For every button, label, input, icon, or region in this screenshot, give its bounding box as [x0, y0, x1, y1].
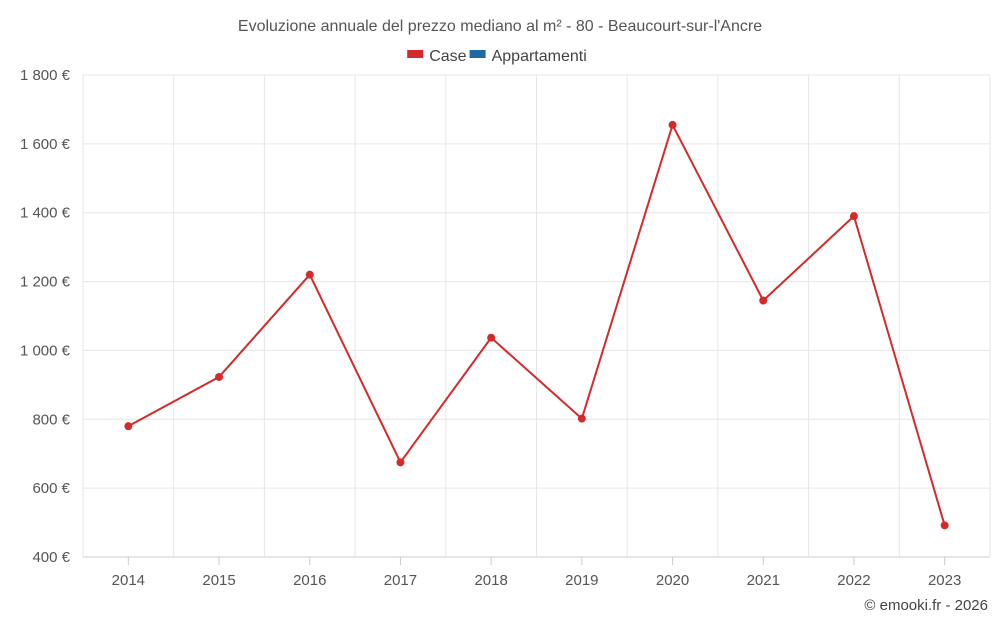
legend-label: Case [429, 48, 466, 65]
y-tick-label: 800 € [32, 411, 70, 428]
y-tick-label: 1 400 € [20, 205, 71, 222]
data-point [668, 120, 677, 129]
x-tick-label: 2022 [837, 572, 870, 589]
data-point [396, 458, 405, 467]
chart-title: Evoluzione annuale del prezzo mediano al… [238, 18, 762, 35]
data-point [577, 414, 586, 423]
legend-label: Appartamenti [492, 48, 587, 65]
data-point [849, 212, 858, 221]
data-point [305, 270, 314, 279]
y-tick-label: 1 000 € [20, 342, 71, 359]
x-axis: 2014 2015 2016 2017 2018 2019 2020 2021 2022 2023 [112, 557, 961, 589]
x-tick-label: 2023 [928, 572, 961, 589]
x-tick-label: 2021 [747, 572, 780, 589]
series-line-case [127, 123, 946, 526]
legend-swatch-case [407, 50, 424, 58]
data-point [487, 333, 496, 342]
legend-swatch-appartamenti [469, 50, 486, 58]
data-point [124, 422, 133, 431]
grid [82, 74, 991, 558]
series-layer [124, 120, 949, 530]
y-tick-label: 1 200 € [20, 274, 71, 291]
data-point [759, 296, 768, 305]
data-point [215, 372, 224, 381]
data-point [940, 521, 949, 530]
x-tick-label: 2014 [112, 572, 145, 589]
y-tick-label: 600 € [32, 480, 70, 497]
x-tick-label: 2016 [293, 572, 326, 589]
legend: Case Appartamenti [407, 48, 587, 65]
x-tick-label: 2015 [202, 572, 235, 589]
y-tick-label: 400 € [32, 549, 70, 566]
x-tick-label: 2019 [565, 572, 598, 589]
x-tick-label: 2017 [384, 572, 417, 589]
y-tick-label: 1 600 € [20, 136, 71, 153]
x-tick-label: 2020 [656, 572, 689, 589]
y-tick-label: 1 800 € [20, 67, 71, 84]
x-tick-label: 2018 [474, 572, 507, 589]
copyright: © emooki.fr - 2026 [864, 597, 988, 614]
y-axis: 400 € 600 € 800 € 1 000 € 1 200 € 1 400 € 1 60… [20, 67, 71, 566]
